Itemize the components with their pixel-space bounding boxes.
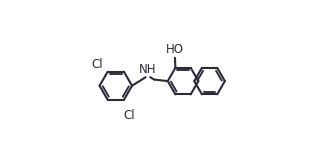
Text: NH: NH	[139, 63, 157, 76]
Text: Cl: Cl	[91, 58, 103, 71]
Text: Cl: Cl	[123, 109, 135, 122]
Text: HO: HO	[165, 43, 184, 56]
